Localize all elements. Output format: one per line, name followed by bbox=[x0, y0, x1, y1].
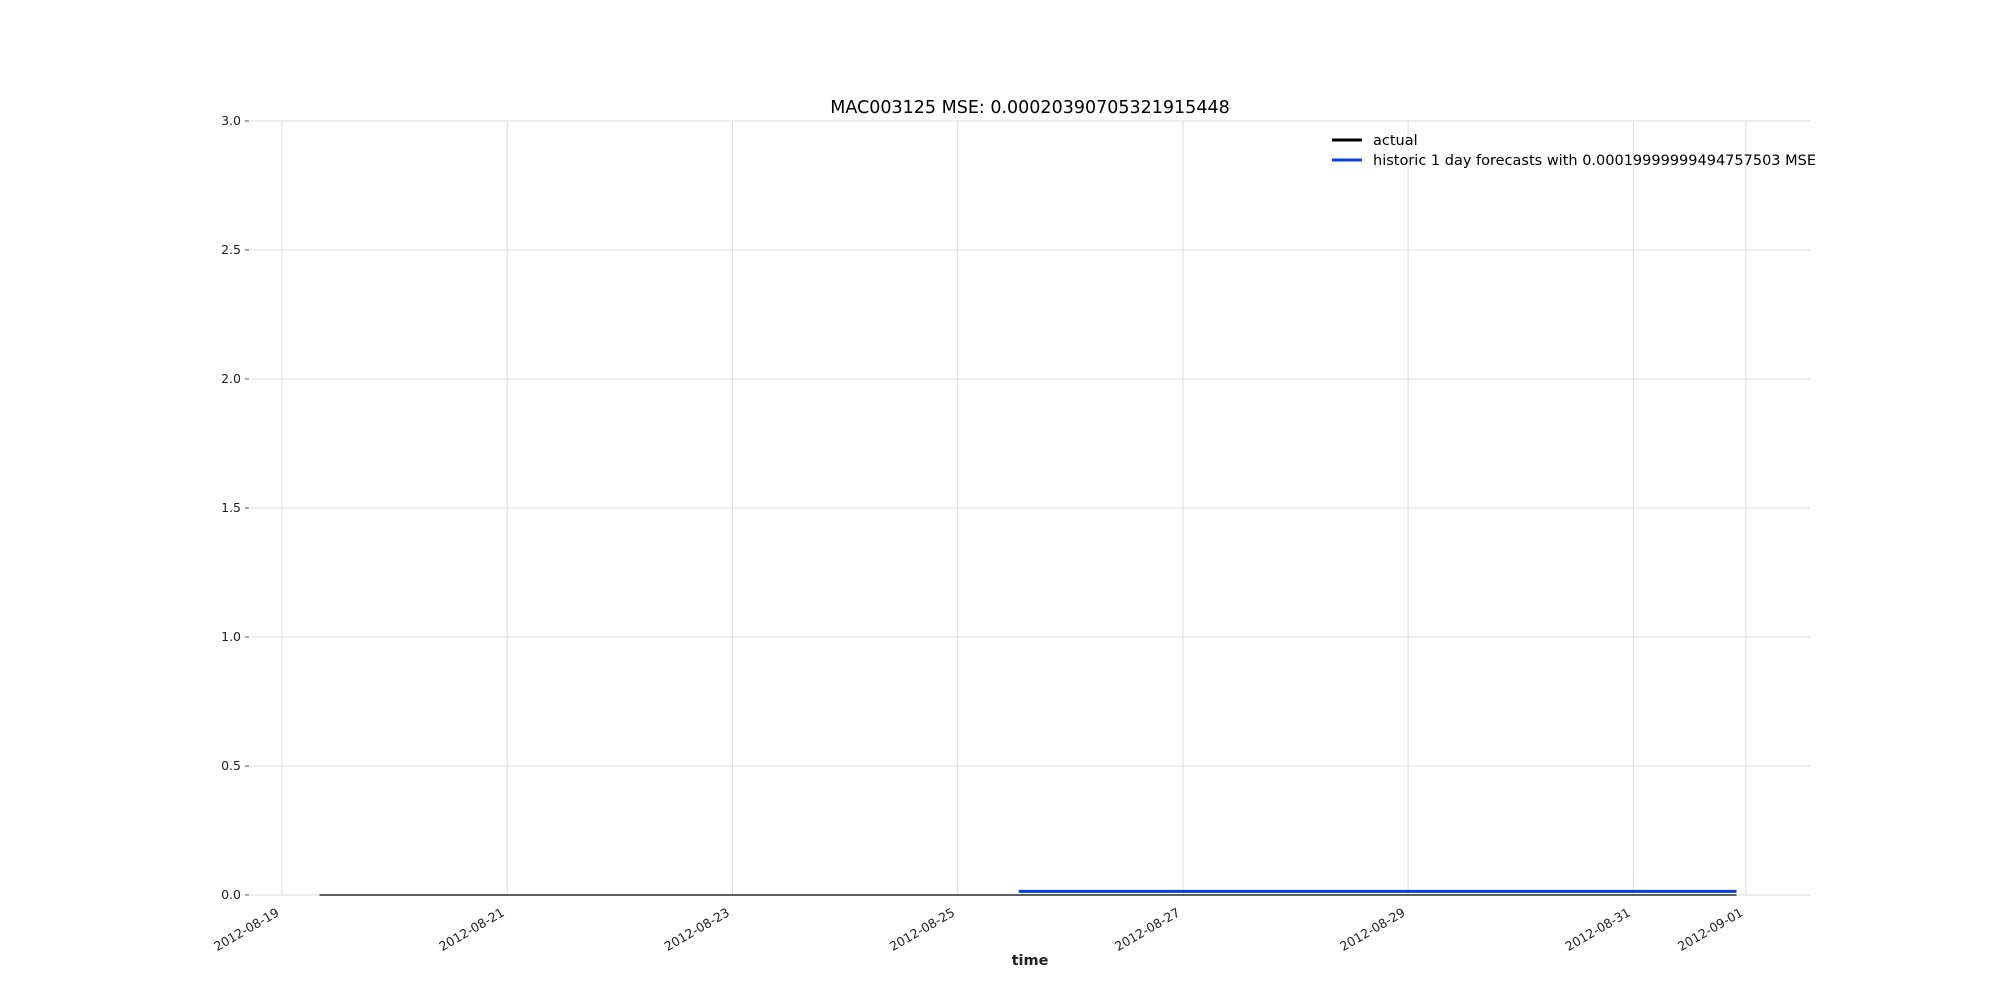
legend: actual historic 1 day forecasts with 0.00… bbox=[1332, 133, 1816, 169]
y-tick-label: 0.0 bbox=[221, 887, 241, 902]
legend-label: historic 1 day forecasts with 0.00019999… bbox=[1373, 153, 1816, 169]
x-tick-label: 2012-08-31 bbox=[1562, 905, 1632, 954]
chart-title: MAC003125 MSE: 0.00020390705321915448 bbox=[830, 98, 1229, 118]
x-tick-label: 2012-08-29 bbox=[1337, 905, 1407, 954]
x-tick-label: 2012-08-19 bbox=[211, 905, 281, 954]
grid bbox=[250, 120, 1810, 896]
x-tick-label: 2012-08-25 bbox=[887, 905, 957, 954]
axis-ticks: 0.0 0.5 1.0 1.5 2.0 2.5 3.0 2012-08-19 2012-08-2… bbox=[211, 113, 1745, 954]
x-tick-label: 2012-08-21 bbox=[436, 905, 506, 954]
series-lines bbox=[319, 889, 1737, 896]
x-tick-label: 2012-09-01 bbox=[1675, 905, 1745, 954]
y-tick-label: 1.0 bbox=[221, 629, 241, 644]
x-tick-label: 2012-08-23 bbox=[662, 905, 732, 954]
x-tick-label: 2012-08-27 bbox=[1112, 905, 1182, 954]
y-tick-label: 1.5 bbox=[221, 500, 241, 515]
y-tick-label: 2.0 bbox=[221, 371, 241, 386]
y-tick-label: 0.5 bbox=[221, 758, 241, 773]
legend-label: actual bbox=[1373, 133, 1418, 149]
y-tick-label: 2.5 bbox=[221, 242, 241, 257]
x-axis-label: time bbox=[1012, 953, 1049, 969]
y-tick-label: 3.0 bbox=[221, 113, 241, 128]
